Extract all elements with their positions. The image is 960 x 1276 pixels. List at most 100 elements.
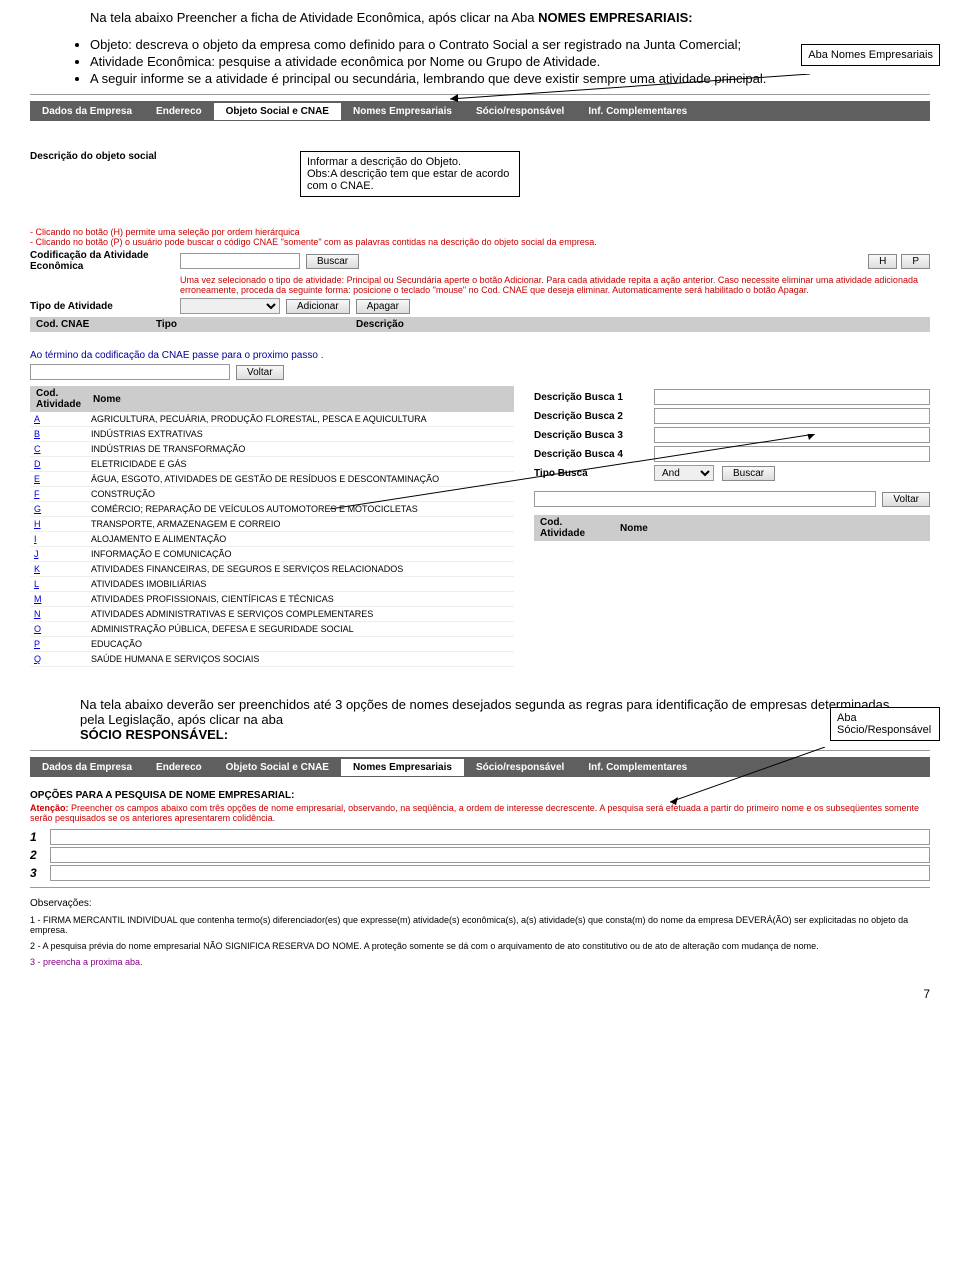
busca2-label: Descrição Busca 2: [534, 411, 654, 422]
activity-code[interactable]: P: [30, 637, 87, 652]
activity-row[interactable]: PEDUCAÇÃO: [30, 637, 514, 652]
tipobusca-label: Tipo Busca: [534, 468, 654, 479]
adicionar-button[interactable]: Adicionar: [286, 299, 350, 314]
busca4-label: Descrição Busca 4: [534, 449, 654, 460]
activity-row[interactable]: LATIVIDADES IMOBILIÁRIAS: [30, 577, 514, 592]
tab2-objeto[interactable]: Objeto Social e CNAE: [214, 759, 341, 776]
tab-compl[interactable]: Inf. Complementares: [576, 103, 699, 120]
buscar-button[interactable]: Buscar: [306, 254, 359, 269]
callout-descricao: Informar a descrição do Objeto. Obs:A de…: [300, 151, 520, 197]
obs-1: 1 - FIRMA MERCANTIL INDIVIDUAL que conte…: [30, 915, 930, 935]
activity-name: ATIVIDADES IMOBILIÁRIAS: [87, 577, 514, 592]
result-input[interactable]: [534, 491, 876, 507]
activity-code[interactable]: K: [30, 562, 87, 577]
activity-row[interactable]: FCONSTRUÇÃO: [30, 487, 514, 502]
activity-code[interactable]: C: [30, 442, 87, 457]
busca3-label: Descrição Busca 3: [534, 430, 654, 441]
tab-nomes[interactable]: Nomes Empresariais: [341, 103, 464, 120]
nome2-input[interactable]: [50, 847, 930, 863]
intro-bullets: Objeto: descreva o objeto da empresa com…: [30, 37, 930, 86]
activity-row[interactable]: GCOMÉRCIO; REPARAÇÃO DE VEÍCULOS AUTOMOT…: [30, 502, 514, 517]
activity-code[interactable]: J: [30, 547, 87, 562]
busca3-input[interactable]: [654, 427, 930, 443]
tab2-compl[interactable]: Inf. Complementares: [576, 759, 699, 776]
tab2-nomes[interactable]: Nomes Empresariais: [341, 759, 464, 776]
tab2-socio[interactable]: Sócio/responsável: [464, 759, 576, 776]
activity-name: ALOJAMENTO E ALIMENTAÇÃO: [87, 532, 514, 547]
activity-code[interactable]: M: [30, 592, 87, 607]
cod-input[interactable]: [180, 253, 300, 269]
result-table: Cod. AtividadeNome: [534, 515, 930, 541]
callout-aba-nomes: Aba Nomes Empresariais: [801, 44, 940, 66]
activity-code[interactable]: L: [30, 577, 87, 592]
activity-row[interactable]: CINDÚSTRIAS DE TRANSFORMAÇÃO: [30, 442, 514, 457]
p-button[interactable]: P: [901, 254, 930, 269]
activity-row[interactable]: EÁGUA, ESGOTO, ATIVIDADES DE GESTÃO DE R…: [30, 472, 514, 487]
activity-row[interactable]: QSAÚDE HUMANA E SERVIÇOS SOCIAIS: [30, 652, 514, 667]
busca1-label: Descrição Busca 1: [534, 392, 654, 403]
tab2-endereco[interactable]: Endereco: [144, 759, 214, 776]
activity-code[interactable]: Q: [30, 652, 87, 667]
nome1-input[interactable]: [50, 829, 930, 845]
activity-row[interactable]: NATIVIDADES ADMINISTRATIVAS E SERVIÇOS C…: [30, 607, 514, 622]
tab2-dados[interactable]: Dados da Empresa: [30, 759, 144, 776]
activity-code[interactable]: F: [30, 487, 87, 502]
activity-row[interactable]: IALOJAMENTO E ALIMENTAÇÃO: [30, 532, 514, 547]
buscar-button-2[interactable]: Buscar: [722, 466, 775, 481]
activity-row[interactable]: HTRANSPORTE, ARMAZENAGEM E CORREIO: [30, 517, 514, 532]
activity-row[interactable]: MATIVIDADES PROFISSIONAIS, CIENTÍFICAS E…: [30, 592, 514, 607]
activity-code[interactable]: E: [30, 472, 87, 487]
activity-row[interactable]: AAGRICULTURA, PECUÁRIA, PRODUÇÃO FLOREST…: [30, 412, 514, 427]
activity-code[interactable]: I: [30, 532, 87, 547]
tipo-atividade-label: Tipo de Atividade: [30, 301, 180, 312]
activity-code[interactable]: O: [30, 622, 87, 637]
busca4-input[interactable]: [654, 446, 930, 462]
activity-code[interactable]: D: [30, 457, 87, 472]
tab-dados[interactable]: Dados da Empresa: [30, 103, 144, 120]
busca2-input[interactable]: [654, 408, 930, 424]
col-tipo: Tipo: [150, 317, 350, 332]
activity-name: TRANSPORTE, ARMAZENAGEM E CORREIO: [87, 517, 514, 532]
activity-code[interactable]: H: [30, 517, 87, 532]
termino-input[interactable]: [30, 364, 230, 380]
num-2: 2: [30, 848, 50, 862]
activity-code[interactable]: B: [30, 427, 87, 442]
act-col-nome: Nome: [87, 386, 514, 412]
res-col-nome: Nome: [614, 515, 930, 541]
busca1-input[interactable]: [654, 389, 930, 405]
intro-bold: NOMES EMPRESARIAIS:: [538, 10, 693, 25]
activity-name: AGRICULTURA, PECUÁRIA, PRODUÇÃO FLORESTA…: [87, 412, 514, 427]
activity-name: ATIVIDADES ADMINISTRATIVAS E SERVIÇOS CO…: [87, 607, 514, 622]
activity-name: COMÉRCIO; REPARAÇÃO DE VEÍCULOS AUTOMOTO…: [87, 502, 514, 517]
tab-endereco[interactable]: Endereco: [144, 103, 214, 120]
nome3-input[interactable]: [50, 865, 930, 881]
voltar-button-2[interactable]: Voltar: [882, 492, 930, 507]
obs-2: 2 - A pesquisa prévia do nome empresaria…: [30, 941, 930, 951]
atencao-text: Atenção: Preencher os campos abaixo com …: [30, 803, 930, 823]
num-3: 3: [30, 866, 50, 880]
tipobusca-select[interactable]: And: [654, 465, 714, 481]
h-button[interactable]: H: [868, 254, 897, 269]
help-p: - Clicando no botão (P) o usuário pode b…: [30, 237, 930, 247]
activity-code[interactable]: A: [30, 412, 87, 427]
activity-row[interactable]: KATIVIDADES FINANCEIRAS, DE SEGUROS E SE…: [30, 562, 514, 577]
res-col-cod: Cod. Atividade: [534, 515, 614, 541]
activity-row[interactable]: DELETRICIDADE E GÁS: [30, 457, 514, 472]
tab-objeto[interactable]: Objeto Social e CNAE: [214, 103, 341, 120]
activity-name: ELETRICIDADE E GÁS: [87, 457, 514, 472]
help-red1: Uma vez selecionado o tipo de atividade:…: [180, 275, 930, 295]
activity-code[interactable]: N: [30, 607, 87, 622]
opcoes-header: OPÇÕES PARA A PESQUISA DE NOME EMPRESARI…: [30, 790, 294, 801]
activity-row[interactable]: BINDÚSTRIAS EXTRATIVAS: [30, 427, 514, 442]
tipo-select[interactable]: [180, 298, 280, 314]
activity-row[interactable]: OADMINISTRAÇÃO PÚBLICA, DEFESA E SEGURID…: [30, 622, 514, 637]
voltar-button-1[interactable]: Voltar: [236, 365, 284, 380]
activity-row[interactable]: JINFORMAÇÃO E COMUNICAÇÃO: [30, 547, 514, 562]
cod-atividade-label: Codificação da Atividade Econômica: [30, 250, 180, 272]
termino-text: Ao término da codificação da CNAE passe …: [30, 350, 930, 361]
apagar-button[interactable]: Apagar: [356, 299, 410, 314]
activity-code[interactable]: G: [30, 502, 87, 517]
intro-text: Na tela abaixo Preencher a ficha de Ativ…: [90, 10, 538, 25]
tab-socio[interactable]: Sócio/responsável: [464, 103, 576, 120]
activity-name: ADMINISTRAÇÃO PÚBLICA, DEFESA E SEGURIDA…: [87, 622, 514, 637]
